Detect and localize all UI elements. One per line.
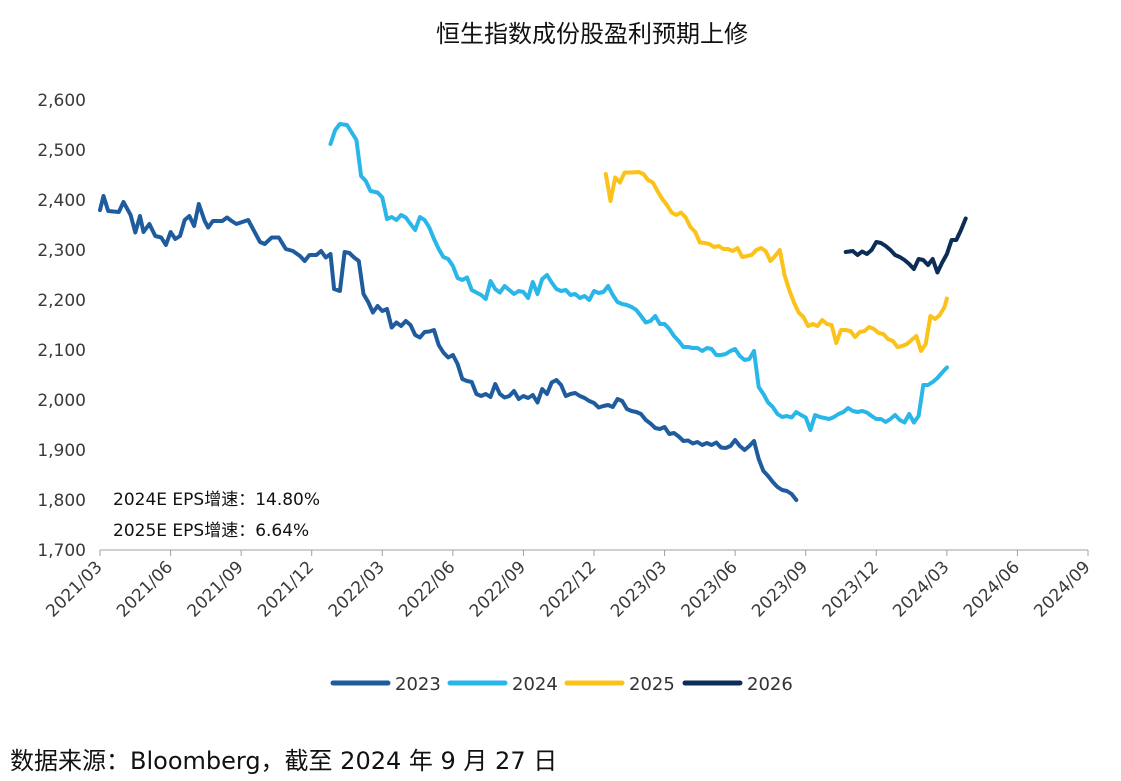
y-tick-label: 2,400	[37, 191, 86, 211]
legend-label-2023: 2023	[395, 674, 441, 695]
chart-title: 恒生指数成份股盈利预期上修	[436, 20, 748, 48]
y-tick-label: 2,500	[37, 141, 86, 161]
x-tick-label: 2022/12	[536, 557, 600, 621]
series-lines	[98, 122, 968, 502]
y-tick-label: 2,200	[37, 291, 86, 311]
series-line-2024	[328, 122, 949, 432]
x-tick-label: 2021/09	[184, 557, 248, 621]
series-line-2023	[98, 194, 799, 502]
x-tick-label: 2022/03	[325, 557, 389, 621]
x-tick-label: 2021/03	[42, 557, 106, 621]
x-tick-label: 2023/12	[819, 557, 883, 621]
x-tick-label: 2023/09	[748, 557, 812, 621]
y-tick-label: 2,600	[37, 91, 86, 111]
x-axis: 2021/03 2021/06 2021/09 2021/12 2022/03 2022/…	[42, 550, 1095, 621]
y-tick-label: 2,000	[37, 391, 86, 411]
annotation-2025e-eps: 2025E EPS增速：6.64%	[113, 521, 309, 541]
x-tick-label: 2023/03	[607, 557, 671, 621]
x-tick-label: 2021/12	[254, 557, 318, 621]
x-tick-label: 2023/06	[678, 557, 742, 621]
y-tick-label: 2,300	[37, 241, 86, 261]
legend-label-2026: 2026	[747, 674, 793, 695]
y-tick-label: 1,900	[37, 441, 86, 461]
x-tick-label: 2022/09	[466, 557, 530, 621]
y-axis: 1,700 1,800 1,900 2,000 2,100 2,200 2,300 2,400…	[37, 91, 86, 561]
x-tick-label: 2022/06	[395, 557, 459, 621]
y-tick-label: 1,700	[37, 541, 86, 561]
y-tick-label: 2,100	[37, 341, 86, 361]
y-tick-label: 1,800	[37, 491, 86, 511]
legend: 2023 2024 2025 2026	[330, 674, 793, 695]
source-note: 数据来源：Bloomberg，截至 2024 年 9 月 27 日	[10, 747, 558, 775]
series-line-2025	[603, 170, 949, 353]
legend-label-2025: 2025	[629, 674, 675, 695]
x-tick-label: 2024/09	[1030, 557, 1094, 621]
x-tick-label: 2021/06	[113, 557, 177, 621]
annotation-2024e-eps: 2024E EPS增速：14.80%	[113, 490, 320, 510]
x-tick-label: 2024/03	[889, 557, 953, 621]
x-tick-label: 2024/06	[960, 557, 1024, 621]
series-line-2026	[843, 216, 968, 275]
legend-label-2024: 2024	[512, 674, 558, 695]
